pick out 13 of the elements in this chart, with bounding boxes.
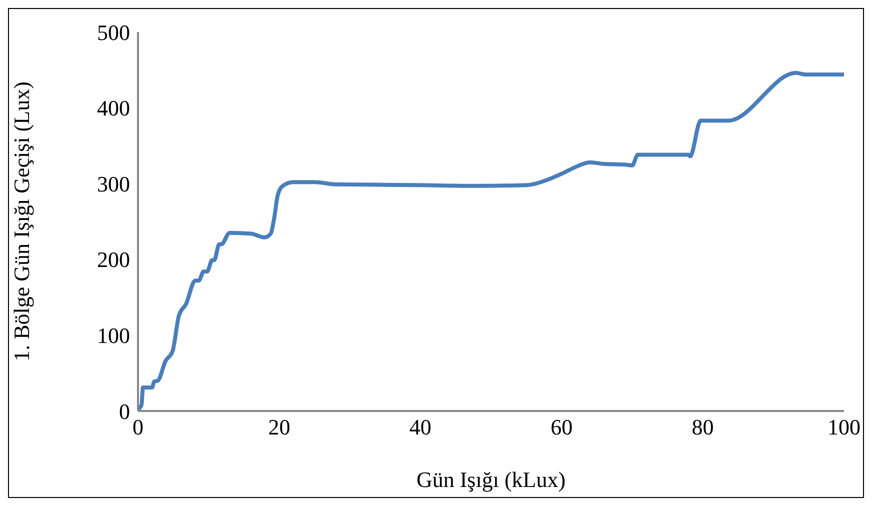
y-tick-label: 500 bbox=[97, 20, 130, 45]
x-tick-label: 20 bbox=[268, 414, 290, 440]
y-axis-title: 1. Bölge Gün Işığı Geçişi (Lux) bbox=[8, 82, 34, 362]
y-tick-label: 100 bbox=[97, 323, 130, 348]
x-tick-label: 60 bbox=[550, 414, 573, 440]
y-tick-label: 0 bbox=[119, 398, 130, 424]
x-axis-title: Gün Işığı (kLux) bbox=[416, 467, 566, 492]
y-tick-label: 200 bbox=[97, 247, 130, 272]
y-tick-label: 300 bbox=[97, 171, 130, 196]
x-tick-label: 100 bbox=[828, 414, 860, 440]
y-tick-label: 400 bbox=[97, 96, 130, 121]
x-tick-label: 80 bbox=[692, 414, 714, 440]
x-tick-label: 40 bbox=[409, 414, 432, 440]
